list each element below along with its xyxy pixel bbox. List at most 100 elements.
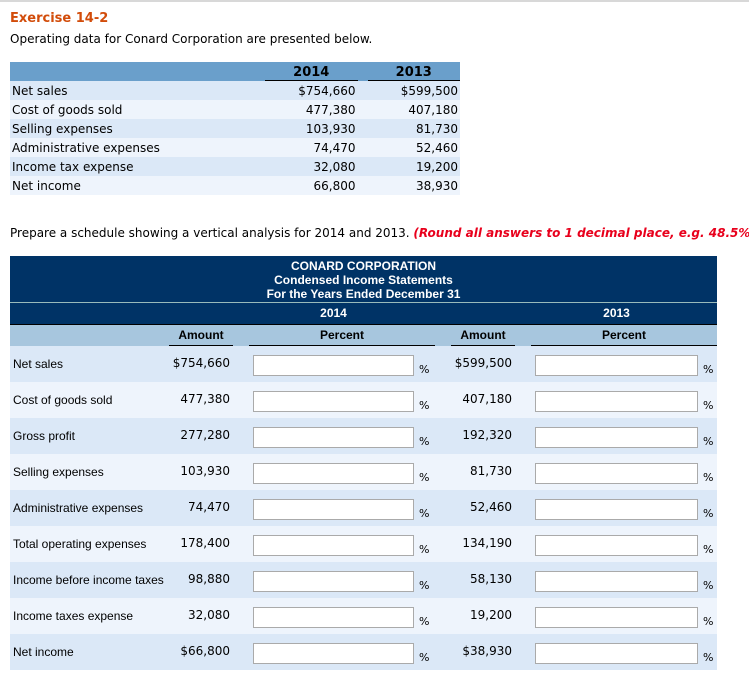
value-2014: 477,380 [255, 100, 358, 119]
statement-row: Gross profit 277,280 % 192,320 % [10, 418, 717, 454]
statement-row: Income taxes expense 32,080 % 19,200 % [10, 598, 717, 634]
value-2014: 74,470 [255, 138, 358, 157]
percent-2014-input[interactable] [253, 499, 414, 520]
percent-sign: % [703, 435, 714, 448]
percent-2013-input[interactable] [535, 499, 698, 520]
top-divider [0, 0, 749, 2]
percent-sign: % [703, 507, 714, 520]
data-row: Net income 66,800 38,930 [10, 176, 460, 195]
percent-2013-input[interactable] [535, 535, 698, 556]
amount-2014: $66,800 [180, 644, 230, 658]
intro-text: Operating data for Conard Corporation ar… [10, 32, 373, 46]
percent-2013-input[interactable] [535, 427, 698, 448]
percent-sign: % [419, 651, 430, 664]
column-headers: Amount Percent Amount Percent [10, 324, 717, 346]
row-label: Cost of goods sold [13, 393, 113, 407]
statement-row: Administrative expenses 74,470 % 52,460 … [10, 490, 717, 526]
percent-sign: % [703, 399, 714, 412]
amount-2013: 19,200 [470, 608, 512, 622]
year-header: 2013 [357, 62, 460, 81]
percent-2013-input[interactable] [535, 643, 698, 664]
year-2013: 2013 [603, 306, 630, 320]
percent-2013-input[interactable] [535, 607, 698, 628]
percent-2014-input[interactable] [253, 571, 414, 592]
statement-header: CONARD CORPORATION Condensed Income Stat… [10, 256, 717, 303]
row-label: Net sales [10, 81, 255, 100]
percent-2014-input[interactable] [253, 607, 414, 628]
percent-sign: % [703, 579, 714, 592]
row-label: Net sales [13, 357, 64, 371]
value-2013: 19,200 [357, 157, 460, 176]
amount-2013: 81,730 [470, 464, 512, 478]
amount-2014: 277,280 [180, 428, 230, 442]
amount-2014: 477,380 [180, 392, 230, 406]
instructions: Prepare a schedule showing a vertical an… [10, 226, 749, 240]
row-label: Income taxes expense [13, 609, 134, 623]
percent-2013-input[interactable] [535, 463, 698, 484]
row-label: Net income [10, 176, 255, 195]
statement-row: Total operating expenses 178,400 % 134,1… [10, 526, 717, 562]
statement-name: Condensed Income Statements [274, 273, 453, 287]
value-2014: 103,930 [255, 119, 358, 138]
income-statement: CONARD CORPORATION Condensed Income Stat… [10, 256, 717, 670]
row-label: Total operating expenses [13, 537, 147, 551]
exercise-title: Exercise 14-2 [10, 11, 109, 26]
rounding-note: (Round all answers to 1 decimal place, e… [413, 226, 749, 240]
statement-row: Cost of goods sold 477,380 % 407,180 % [10, 382, 717, 418]
year-header: 2014 [255, 62, 358, 81]
percent-2013-input[interactable] [535, 355, 698, 376]
percent-sign: % [419, 399, 430, 412]
amount-header: Amount [169, 328, 233, 346]
value-2014: 66,800 [255, 176, 358, 195]
percent-sign: % [703, 363, 714, 376]
data-row: Administrative expenses 74,470 52,460 [10, 138, 460, 157]
row-label: Selling expenses [13, 465, 104, 479]
amount-2014: 74,470 [188, 500, 230, 514]
percent-2014-input[interactable] [253, 535, 414, 556]
row-label: Income tax expense [10, 157, 255, 176]
year-row: 2014 2013 [10, 303, 717, 324]
row-label: Net income [13, 645, 74, 659]
statement-row: Selling expenses 103,930 % 81,730 % [10, 454, 717, 490]
amount-2014: $754,660 [172, 356, 230, 370]
percent-sign: % [419, 579, 430, 592]
row-label: Selling expenses [10, 119, 255, 138]
percent-2014-input[interactable] [253, 391, 414, 412]
percent-sign: % [419, 363, 430, 376]
amount-2014: 178,400 [180, 536, 230, 550]
percent-2014-input[interactable] [253, 643, 414, 664]
statement-row: Net income $66,800 % $38,930 % [10, 634, 717, 670]
percent-header: Percent [531, 328, 717, 346]
row-label: Gross profit [13, 429, 76, 443]
percent-2014-input[interactable] [253, 355, 414, 376]
percent-2014-input[interactable] [253, 463, 414, 484]
value-2014: 32,080 [255, 157, 358, 176]
value-2013: 52,460 [357, 138, 460, 157]
amount-2013: 407,180 [462, 392, 512, 406]
amount-2013: 58,130 [470, 572, 512, 586]
value-2013: 407,180 [357, 100, 460, 119]
row-label: Income before income taxes [13, 573, 164, 587]
percent-2013-input[interactable] [535, 571, 698, 592]
percent-sign: % [419, 615, 430, 628]
percent-2013-input[interactable] [535, 391, 698, 412]
value-2014: $754,660 [255, 81, 358, 100]
percent-sign: % [419, 435, 430, 448]
amount-2014: 103,930 [180, 464, 230, 478]
amount-2014: 98,880 [188, 572, 230, 586]
amount-2013: 52,460 [470, 500, 512, 514]
operating-data-table: 2014 2013 Net sales $754,660 $599,500 Cost … [10, 62, 460, 195]
percent-sign: % [419, 507, 430, 520]
row-label: Administrative expenses [13, 501, 144, 515]
amount-2013: 192,320 [462, 428, 512, 442]
statement-row: Net sales $754,660 % $599,500 % [10, 346, 717, 382]
row-label: Administrative expenses [10, 138, 255, 157]
percent-sign: % [419, 471, 430, 484]
data-row: Net sales $754,660 $599,500 [10, 81, 460, 100]
percent-2014-input[interactable] [253, 427, 414, 448]
data-row: Selling expenses 103,930 81,730 [10, 119, 460, 138]
statement-period: For the Years Ended December 31 [266, 287, 461, 301]
percent-sign: % [419, 543, 430, 556]
amount-2013: 134,190 [462, 536, 512, 550]
company-name: CONARD CORPORATION [290, 259, 437, 273]
